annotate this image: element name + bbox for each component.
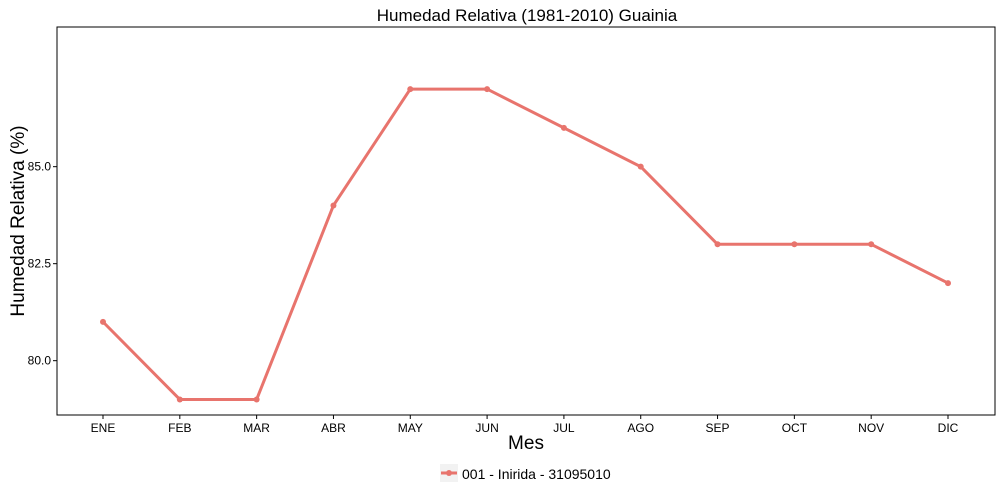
x-tick-label: SEP: [706, 421, 730, 435]
data-point-sep: [714, 241, 721, 248]
y-tick-label: 80.0: [28, 354, 52, 368]
x-tick-label: ENE: [91, 421, 116, 435]
data-point-ene: [100, 318, 106, 325]
chart-title: Humedad Relativa (1981-2010) Guainia: [377, 6, 678, 25]
data-point-oct: [791, 241, 798, 248]
x-tick-label: FEB: [168, 421, 191, 435]
x-tick-label: DIC: [938, 421, 959, 435]
data-point-jul: [560, 124, 567, 131]
y-tick-label: 82.5: [28, 257, 52, 271]
x-tick-label: OCT: [782, 421, 808, 435]
data-point-jun: [484, 86, 491, 93]
x-tick-label: ABR: [321, 421, 346, 435]
y-tick-label: 85.0: [28, 160, 52, 174]
data-point-ago: [637, 163, 644, 170]
x-tick-label: AGO: [627, 421, 654, 435]
data-point-nov: [868, 241, 875, 248]
y-axis: 80.0 82.5 85.0: [28, 160, 57, 368]
legend-key-marker: [446, 470, 452, 476]
series-layer: [100, 86, 951, 403]
data-point-dic: [945, 280, 951, 287]
x-tick-label: NOV: [858, 421, 884, 435]
legend: 001 - Inirida - 31095010: [440, 464, 611, 482]
data-point-feb: [176, 396, 183, 403]
x-tick-label: JUN: [475, 421, 498, 435]
x-axis-title: Mes: [508, 433, 544, 454]
x-tick-label: MAR: [243, 421, 270, 435]
data-point-may: [407, 86, 414, 93]
x-tick-label: JUL: [553, 421, 575, 435]
data-point-abr: [330, 202, 337, 209]
data-point-mar: [253, 396, 260, 403]
x-axis: ENE FEB MAR ABR MAY JUN JUL AGO SEP OCT NOV DIC: [91, 415, 959, 435]
y-axis-title: Humedad Relativa (%): [8, 125, 29, 316]
legend-label: 001 - Inirida - 31095010: [462, 466, 611, 482]
plot-panel: [56, 26, 996, 416]
series-line: [101, 87, 949, 401]
x-tick-label: MAY: [398, 421, 423, 435]
